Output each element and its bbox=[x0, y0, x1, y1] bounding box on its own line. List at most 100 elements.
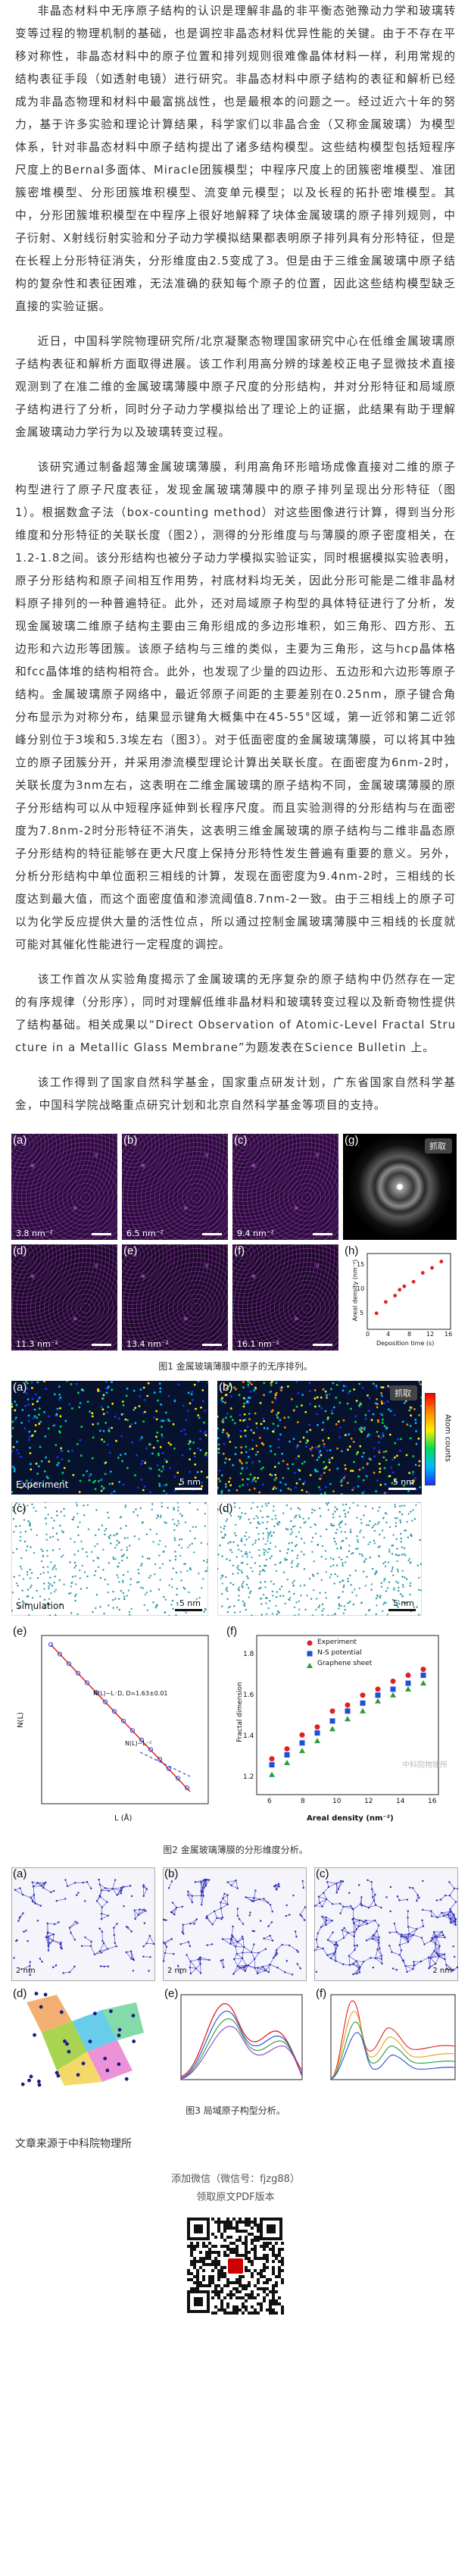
atom-dot bbox=[203, 1610, 205, 1613]
atom-dot bbox=[236, 1953, 239, 1955]
atom-dot bbox=[367, 1609, 370, 1612]
atom-dot bbox=[17, 1452, 20, 1455]
atom-dot bbox=[347, 1602, 349, 1604]
atom-dot bbox=[412, 1470, 414, 1473]
atom-dot bbox=[179, 1972, 182, 1974]
atom-dot bbox=[241, 1957, 244, 1959]
atom-dot bbox=[27, 1387, 29, 1390]
f-xtick-4: 14 bbox=[396, 1798, 405, 1805]
atom-dot bbox=[435, 1943, 437, 1945]
atom-dot bbox=[445, 1964, 448, 1966]
atom-dot bbox=[309, 1474, 312, 1476]
atom-dot bbox=[393, 1922, 396, 1925]
f-legend-experiment: Experiment bbox=[317, 1639, 357, 1646]
atom-dot bbox=[269, 1557, 271, 1560]
atom-dot bbox=[23, 1508, 25, 1510]
atom-dot bbox=[344, 1463, 347, 1466]
atom-dot bbox=[227, 1606, 230, 1609]
atom-dot bbox=[202, 1400, 204, 1403]
bond-line bbox=[360, 1961, 364, 1967]
atom-dot bbox=[391, 1566, 394, 1569]
bond-line bbox=[318, 1896, 327, 1900]
atom-dot bbox=[351, 1553, 353, 1555]
atom-dot bbox=[295, 1936, 298, 1938]
atom-dot bbox=[143, 1604, 145, 1607]
atom-dot bbox=[46, 1922, 48, 1925]
atom-dot bbox=[186, 1954, 188, 1956]
atom-dot bbox=[383, 1536, 385, 1539]
atom-dot bbox=[338, 1603, 341, 1605]
atom-dot bbox=[408, 1409, 411, 1412]
atom-dot bbox=[288, 1598, 290, 1601]
atom-dot bbox=[139, 1586, 142, 1588]
atom-dot bbox=[413, 1479, 416, 1482]
atom-dot bbox=[135, 1508, 137, 1510]
atom-dot bbox=[17, 1598, 20, 1601]
atom-dot bbox=[62, 1554, 64, 1557]
bond-line bbox=[186, 1955, 191, 1962]
atom-dot bbox=[55, 1588, 58, 1591]
atom-dot bbox=[120, 1555, 123, 1557]
bond-line bbox=[371, 1889, 373, 1898]
atom-dot bbox=[89, 1473, 92, 1476]
atom-dot bbox=[298, 1508, 301, 1510]
atom-dot bbox=[88, 1475, 91, 1478]
legend-ns-marker bbox=[307, 1651, 313, 1657]
atom-dot bbox=[258, 1523, 261, 1525]
atom-dot bbox=[285, 1528, 288, 1530]
atom-dot bbox=[263, 1554, 265, 1556]
bond-line bbox=[431, 1936, 438, 1942]
simulation-dots bbox=[11, 1502, 208, 1616]
bond-line bbox=[190, 1968, 197, 1974]
atom-dot bbox=[273, 1466, 276, 1468]
atom-dot bbox=[321, 1905, 323, 1908]
grab-button[interactable]: 抓取 bbox=[425, 1138, 452, 1153]
atom-dot bbox=[358, 1553, 361, 1555]
atom-dot bbox=[114, 1415, 117, 1418]
atom-dot bbox=[259, 1401, 262, 1404]
qr-code[interactable] bbox=[187, 2218, 284, 2315]
grab-button[interactable]: 抓取 bbox=[390, 1385, 417, 1401]
atom-dot bbox=[43, 1598, 46, 1601]
atom-dot bbox=[352, 1603, 354, 1606]
atom-dot bbox=[101, 1397, 104, 1400]
atom-dot bbox=[363, 1514, 365, 1516]
atom-dot bbox=[406, 1937, 408, 1940]
atom-dot bbox=[132, 1970, 135, 1972]
article-page: 非晶态材料中无序原子结构的认识是理解非晶的非平衡态弛豫动力学和玻璃转变等过程的物… bbox=[11, 5, 458, 2315]
atom-dot bbox=[149, 1590, 152, 1592]
box-count-point bbox=[129, 1728, 136, 1733]
atom-dot bbox=[116, 1923, 118, 1925]
experiment-point bbox=[284, 1746, 290, 1752]
bond-line bbox=[317, 1946, 323, 1949]
atom-dot bbox=[395, 1525, 397, 1528]
atom-dot bbox=[139, 1438, 142, 1441]
atom-dot bbox=[70, 1585, 73, 1588]
atom-dot bbox=[59, 1524, 61, 1527]
atom-dot bbox=[278, 1885, 280, 1888]
bond-line bbox=[405, 1965, 413, 1970]
paragraph-1: 非晶态材料中无序原子结构的认识是理解非晶的非平衡态弛豫动力学和玻璃转变等过程的物… bbox=[15, 5, 456, 313]
atom-dot bbox=[247, 1964, 250, 1967]
bond-line bbox=[376, 1905, 382, 1908]
atom-dot bbox=[373, 1539, 376, 1542]
atom-dot bbox=[255, 1526, 258, 1529]
atom-dot bbox=[122, 1581, 124, 1583]
atom-dot bbox=[325, 1466, 328, 1468]
atom-dot bbox=[136, 1581, 139, 1584]
atom-dot bbox=[30, 1468, 33, 1471]
atom-dot bbox=[248, 1413, 251, 1415]
atom-dot bbox=[39, 1445, 42, 1448]
atom-dot bbox=[29, 1447, 31, 1449]
bond-line bbox=[239, 1919, 244, 1924]
atom-dot bbox=[262, 1417, 265, 1420]
atom-dot bbox=[273, 1531, 275, 1534]
atom-dot bbox=[396, 1548, 398, 1550]
panel-label: (e) bbox=[164, 1987, 179, 2000]
atom-dot bbox=[395, 1538, 398, 1540]
atom-dot bbox=[335, 1384, 338, 1386]
atom-dot bbox=[387, 1561, 390, 1563]
atom-dot bbox=[304, 1410, 307, 1413]
atom-dot bbox=[223, 1509, 226, 1512]
atom-dot bbox=[243, 1413, 246, 1416]
